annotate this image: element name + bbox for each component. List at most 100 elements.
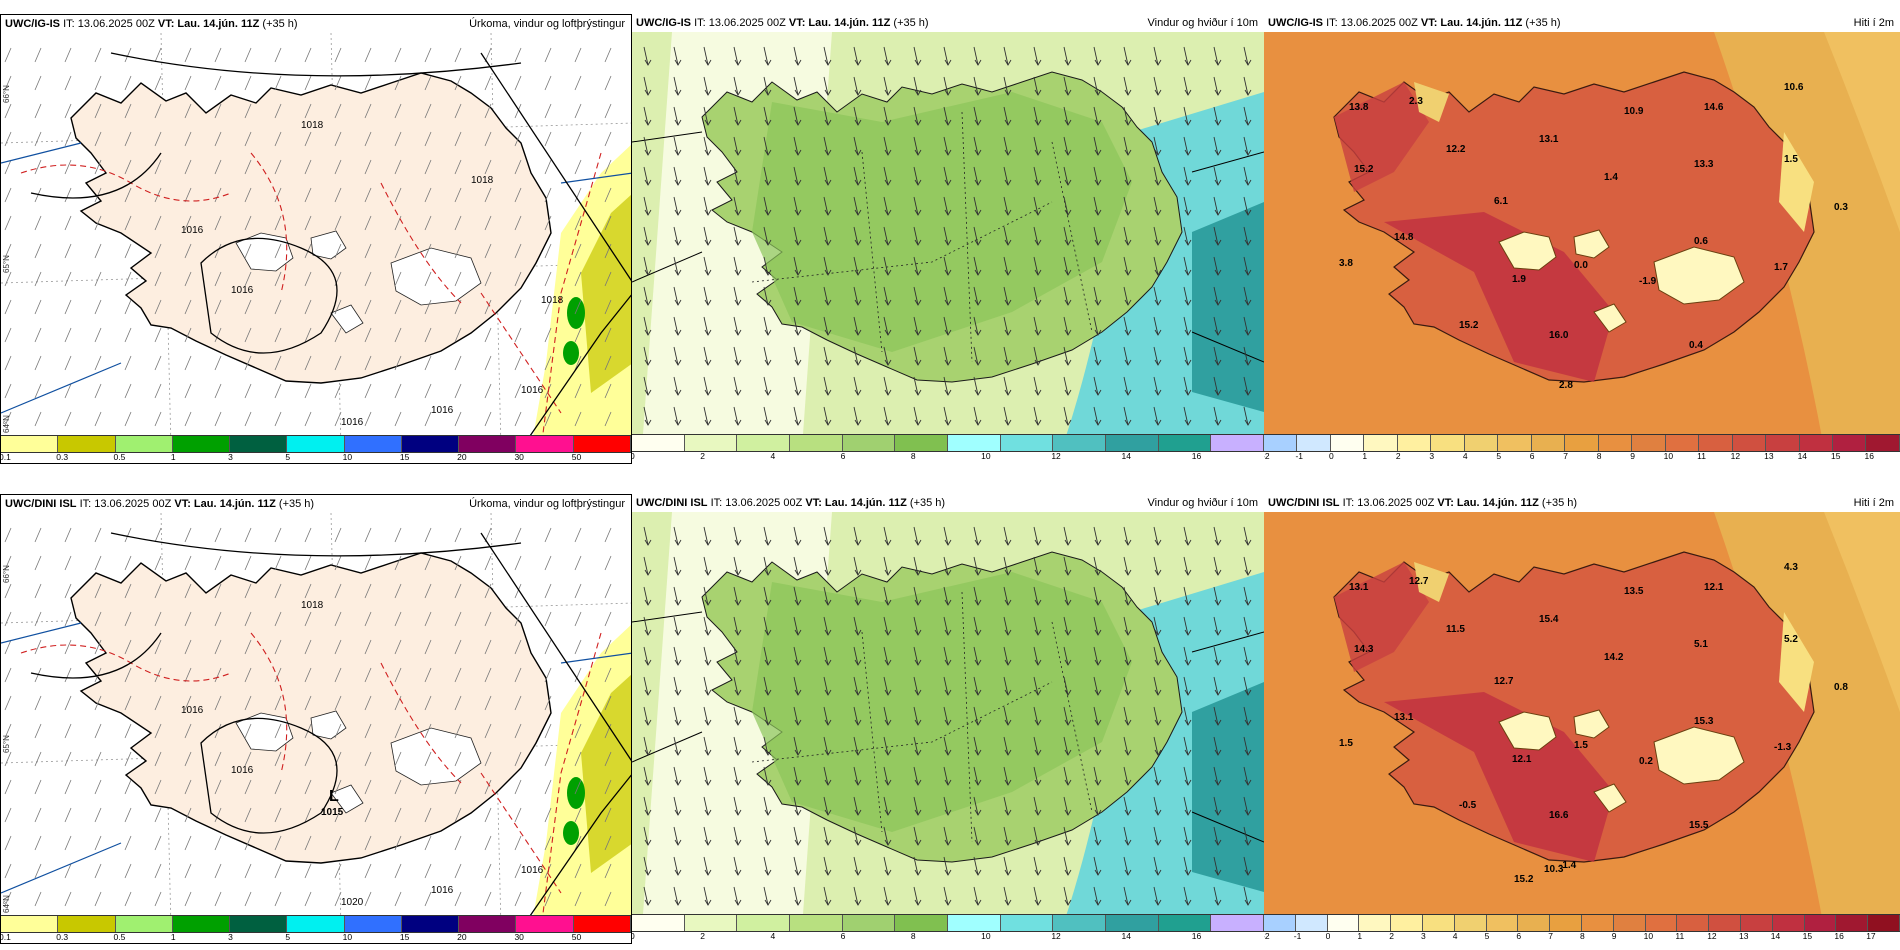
temperature-label: 15.5	[1689, 820, 1709, 831]
panel-bottom-temp: UWC/DINI ISL IT: 13.06.2025 00Z VT: Lau.…	[1264, 494, 1900, 944]
legend-swatch	[115, 436, 173, 452]
legend-swatch	[895, 915, 949, 931]
isobar-label: 1016	[521, 385, 544, 396]
legend-tick-label: 14	[1121, 931, 1132, 941]
temperature-label: 13.1	[1394, 712, 1414, 723]
legend-tick-label: 30	[514, 452, 524, 462]
precip-area	[563, 821, 579, 845]
temperature-band	[1414, 82, 1449, 122]
legend-tick-label: 16	[1191, 451, 1202, 461]
legend-swatch	[684, 435, 738, 451]
isobar-label: 1016	[341, 417, 364, 428]
temperature-contour	[540, 632, 602, 929]
legend-swatch	[1613, 915, 1646, 931]
legend-swatch	[1, 436, 59, 452]
temperature-label: 15.2	[1354, 164, 1374, 175]
legend-tick-label: -1	[1295, 451, 1304, 461]
region-border	[961, 591, 973, 843]
iceland-coastline	[70, 72, 552, 384]
legend-swatch	[1632, 435, 1666, 451]
legend-swatch	[287, 916, 345, 932]
legend-tick-label: 0	[632, 931, 635, 941]
temperature-map: 13.8 2.3 12.2 15.2 10.9 14.6 10.6 13.1 1.4 13.3 1.…	[1264, 32, 1900, 448]
legend-tick-label: 12	[1051, 451, 1061, 461]
glacier	[330, 784, 364, 814]
legend-swatch	[58, 436, 116, 452]
isobar-label: 1016	[521, 865, 544, 876]
temperature-label: 12.2	[1446, 144, 1466, 155]
legend-swatch	[1699, 435, 1733, 451]
temperature-label: 10.6	[1784, 82, 1804, 93]
temperature-band	[1779, 132, 1814, 232]
panel-top-temp: UWC/IG-IS IT: 13.06.2025 00Z VT: Lau. 14…	[1264, 14, 1900, 464]
legend-swatch	[115, 916, 173, 932]
legend-tick-label: 8	[910, 451, 916, 461]
legend-swatch	[1330, 435, 1365, 451]
isobar	[480, 52, 631, 282]
temperature-label: -0.5	[1459, 800, 1477, 811]
legend-tick-label: 1	[170, 452, 176, 462]
lead-time: (+35 h)	[893, 17, 929, 29]
region-border	[861, 631, 883, 833]
region-border	[1051, 621, 1093, 813]
temperature-label: 0.2	[1639, 756, 1653, 767]
temperature-label: 14.3	[1354, 644, 1374, 655]
glacier	[1498, 711, 1557, 751]
legend-color-bar	[1264, 914, 1900, 932]
temperature-band	[1384, 212, 1614, 382]
legend-swatch	[895, 435, 949, 451]
isobar-label: 1018	[471, 175, 494, 186]
temperature-label: 1.7	[1774, 262, 1788, 273]
temperature-label: -1.4	[1559, 860, 1577, 871]
legend-tick-label: 17	[1866, 931, 1876, 941]
glacier	[1498, 231, 1557, 271]
init-time: IT: 13.06.2025 00Z	[63, 18, 155, 30]
isobar-label: 1016	[431, 405, 454, 416]
legend-swatch	[1158, 435, 1212, 451]
latitude-label: 65°N	[2, 735, 11, 753]
temperature-contour	[380, 182, 462, 304]
legend-swatch	[1000, 915, 1054, 931]
legend-swatch	[1565, 435, 1599, 451]
legend-swatch	[516, 436, 574, 452]
legend-tick-label: 15	[1831, 451, 1841, 461]
wind-map	[632, 512, 1264, 928]
legend-swatch	[1732, 435, 1767, 451]
legend-swatch	[737, 915, 791, 931]
temperature-contour	[540, 152, 602, 449]
init-time: IT: 13.06.2025 00Z	[79, 498, 172, 510]
field-name: Vindur og hviður í 10m	[1147, 497, 1258, 509]
legend-swatch	[737, 435, 791, 451]
legend-tick-label: 0	[1328, 451, 1334, 461]
field-name: Vindur og hviður í 10m	[1147, 17, 1258, 29]
legend-tick-label: 1	[1357, 931, 1363, 941]
temperature-label: 12.1	[1512, 754, 1532, 765]
precip-map: 1018 1016 1016 1016 1016 1016 1018 1018 66°N 65°N…	[1, 33, 631, 449]
lead-time: (+35 h)	[1541, 497, 1578, 509]
legend-tick-label: 13	[1764, 451, 1774, 461]
legend-tick-label: 3	[1429, 451, 1435, 461]
temperature-label: 0.4	[1689, 340, 1703, 351]
precip-map: 1018 1016 1020 1016 1016 1016 L 1015 66°N 65°N 64°…	[1, 513, 631, 929]
source-label: UWC/DINI ISL	[5, 498, 77, 510]
temperature-label: 15.2	[1514, 874, 1534, 885]
legend-swatch	[1364, 435, 1398, 451]
legend-swatch	[58, 916, 116, 932]
isobar-label: 1020	[341, 897, 364, 908]
glacier	[1593, 783, 1627, 813]
legend-tick-label: 9	[1630, 451, 1635, 461]
temperature-label: 1.4	[1604, 172, 1618, 183]
legend-tick-label: 14	[1770, 931, 1781, 941]
temperature-label: 13.8	[1349, 102, 1369, 113]
isobar-label: 1016	[181, 225, 204, 236]
legend-tick-label: 12	[1051, 931, 1061, 941]
legend-swatch	[1772, 915, 1805, 931]
panel-top-wind: UWC/IG-IS IT: 13.06.2025 00Z VT: Lau. 14…	[632, 14, 1264, 464]
init-time: IT: 13.06.2025 00Z	[694, 17, 786, 29]
legend-tick-label: 1	[170, 932, 176, 942]
temperature-label: 12.7	[1494, 676, 1514, 687]
legend-swatch	[790, 435, 843, 451]
temperature-label: 14.8	[1394, 232, 1414, 243]
isobar	[480, 532, 631, 762]
temperature-label: 13.1	[1539, 134, 1559, 145]
